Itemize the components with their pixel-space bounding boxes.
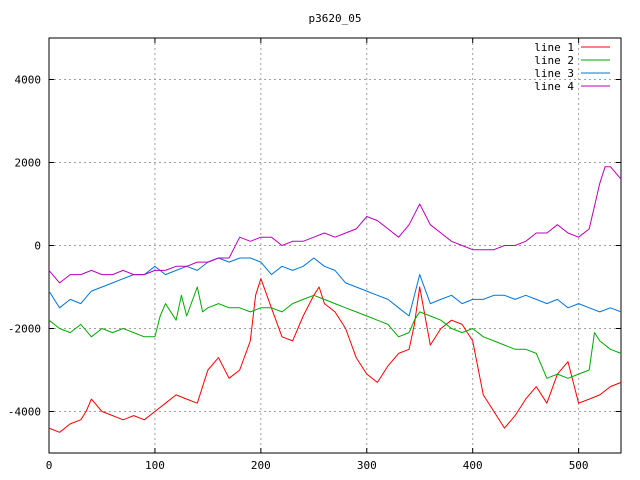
series-group <box>48 166 622 433</box>
y-tick-label: 2000 <box>15 157 42 170</box>
x-tick-label: 200 <box>251 459 271 472</box>
series-line-4 <box>48 166 622 284</box>
x-tick-label: 500 <box>569 459 589 472</box>
series-line-1 <box>48 278 622 433</box>
y-tick-label: -2000 <box>8 323 41 336</box>
y-tick-label: -4000 <box>8 406 41 419</box>
grid <box>49 38 621 453</box>
legend-label-1: line 1 <box>534 41 574 54</box>
x-tick-label: 300 <box>357 459 377 472</box>
legend-label-2: line 2 <box>534 54 574 67</box>
y-tick-label: 0 <box>34 240 41 253</box>
y-tick-label: 4000 <box>15 74 42 87</box>
chart-title: p3620_05 <box>309 12 362 25</box>
series-line-3 <box>48 257 622 317</box>
axis-ticks: 0 100 200 300 400 500 -4000 -2000 0 2000 4000 <box>8 38 621 472</box>
series-line-2 <box>48 286 622 379</box>
legend-label-4: line 4 <box>534 80 574 93</box>
x-tick-label: 0 <box>46 459 53 472</box>
legend-label-3: line 3 <box>534 67 574 80</box>
x-tick-label: 400 <box>463 459 483 472</box>
x-tick-label: 100 <box>145 459 165 472</box>
